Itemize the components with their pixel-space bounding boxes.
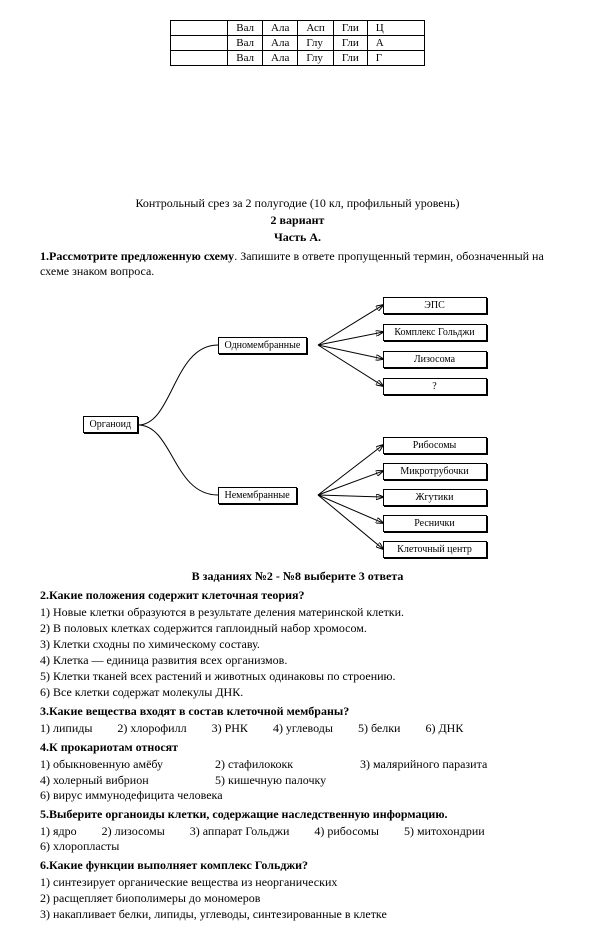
opt: 4) Клетка — единица развития всех органи… <box>40 653 555 668</box>
cell: Ала <box>263 51 298 66</box>
question-5-title: 5.Выберите органоиды клетки, содержащие … <box>40 807 555 822</box>
opt: 6) Все клетки содержат молекулы ДНК. <box>40 685 555 700</box>
opt: 1) ядро <box>40 824 77 839</box>
opt: 5) кишечную палочку <box>215 773 335 788</box>
cell: Гли <box>333 51 367 66</box>
cell: Асп <box>298 21 333 36</box>
opt: 2) В половых клетках содержится гаплоидн… <box>40 621 555 636</box>
opt: 5) Клетки тканей всех растений и животны… <box>40 669 555 684</box>
opt: 3) Клетки сходны по химическому составу. <box>40 637 555 652</box>
cell <box>171 21 228 36</box>
cell: Гли <box>333 21 367 36</box>
test-title: Контрольный срез за 2 полугодие (10 кл, … <box>40 196 555 211</box>
opt: 1) липиды <box>40 721 92 736</box>
leaf: Реснички <box>383 515 487 532</box>
opt: 3) РНК <box>212 721 248 736</box>
opt: 1) синтезирует органические вещества из … <box>40 875 555 890</box>
question-4-title: 4.К прокариотам относят <box>40 740 555 755</box>
question-1: 1.Рассмотрите предложенную схему. Запиши… <box>40 249 555 279</box>
part-label: Часть А. <box>40 230 555 245</box>
cell <box>171 51 228 66</box>
leaf: Комплекс Гольджи <box>383 324 487 341</box>
opt: 4) холерный вибрион <box>40 773 190 788</box>
opt: 5) митохондрии <box>404 824 485 839</box>
opt: 1) Новые клетки образуются в результате … <box>40 605 555 620</box>
question-3-options: 1) липиды 2) хлорофилл 3) РНК 4) углевод… <box>40 721 555 736</box>
leaf: Лизосома <box>383 351 487 368</box>
node-root: Органоид <box>83 416 139 433</box>
node-group2: Немембранные <box>218 487 297 504</box>
cell: Вал <box>228 36 263 51</box>
cell: Вал <box>228 51 263 66</box>
cell: Ала <box>263 21 298 36</box>
opt: 2) хлорофилл <box>117 721 186 736</box>
leaf: Рибосомы <box>383 437 487 454</box>
opt: 2) стафилококк <box>215 757 335 772</box>
question-2-title: 2.Какие положения содержит клеточная тео… <box>40 588 555 603</box>
opt: 6) вирус иммунодефицита человека <box>40 788 223 803</box>
cell: Вал <box>228 21 263 36</box>
question-4-row2: 4) холерный вибрион 5) кишечную палочку … <box>40 773 555 803</box>
opt: 6) хлоропласты <box>40 839 119 854</box>
question-6-title: 6.Какие функции выполняет комплекс Гольд… <box>40 858 555 873</box>
leaf: ? <box>383 378 487 395</box>
cell: Глу <box>298 36 333 51</box>
cell <box>171 36 228 51</box>
cell: Ц <box>367 21 424 36</box>
opt: 1) обыкновенную амёбу <box>40 757 190 772</box>
cell: А <box>367 36 424 51</box>
cell: Г <box>367 51 424 66</box>
question-2-options: 1) Новые клетки образуются в результате … <box>40 605 555 700</box>
leaf: Клеточный центр <box>383 541 487 558</box>
opt: 2) лизосомы <box>102 824 165 839</box>
opt: 3) малярийного паразита <box>360 757 487 772</box>
variant-label: 2 вариант <box>40 213 555 228</box>
question-6-options: 1) синтезирует органические вещества из … <box>40 875 555 922</box>
opt: 5) белки <box>358 721 401 736</box>
opt: 4) рибосомы <box>314 824 379 839</box>
leaf: Микротрубочки <box>383 463 487 480</box>
opt: 4) углеводы <box>273 721 333 736</box>
question-4-row1: 1) обыкновенную амёбу 2) стафилококк 3) … <box>40 757 555 772</box>
instruction-line: В заданиях №2 - №8 выберите 3 ответа <box>40 569 555 584</box>
leaf: ЭПС <box>383 297 487 314</box>
opt: 3) накапливает белки, липиды, углеводы, … <box>40 907 555 922</box>
node-group1: Одномембранные <box>218 337 308 354</box>
opt: 3) аппарат Гольджи <box>190 824 290 839</box>
leaf: Жгутики <box>383 489 487 506</box>
cell: Гли <box>333 36 367 51</box>
question-5-options: 1) ядро 2) лизосомы 3) аппарат Гольджи 4… <box>40 824 555 854</box>
opt: 2) расщепляет биополимеры до мономеров <box>40 891 555 906</box>
cell: Ала <box>263 36 298 51</box>
question-3-title: 3.Какие вещества входят в состав клеточн… <box>40 704 555 719</box>
q1-prefix: 1.Рассмотрите предложенную схему <box>40 249 234 263</box>
cell: Глу <box>298 51 333 66</box>
scheme-diagram: Органоид Одномембранные Немембранные ЭПС… <box>83 285 513 565</box>
opt: 6) ДНК <box>425 721 463 736</box>
amino-table: Вал Ала Асп Гли Ц Вал Ала Глу Гли А Вал … <box>170 20 425 66</box>
